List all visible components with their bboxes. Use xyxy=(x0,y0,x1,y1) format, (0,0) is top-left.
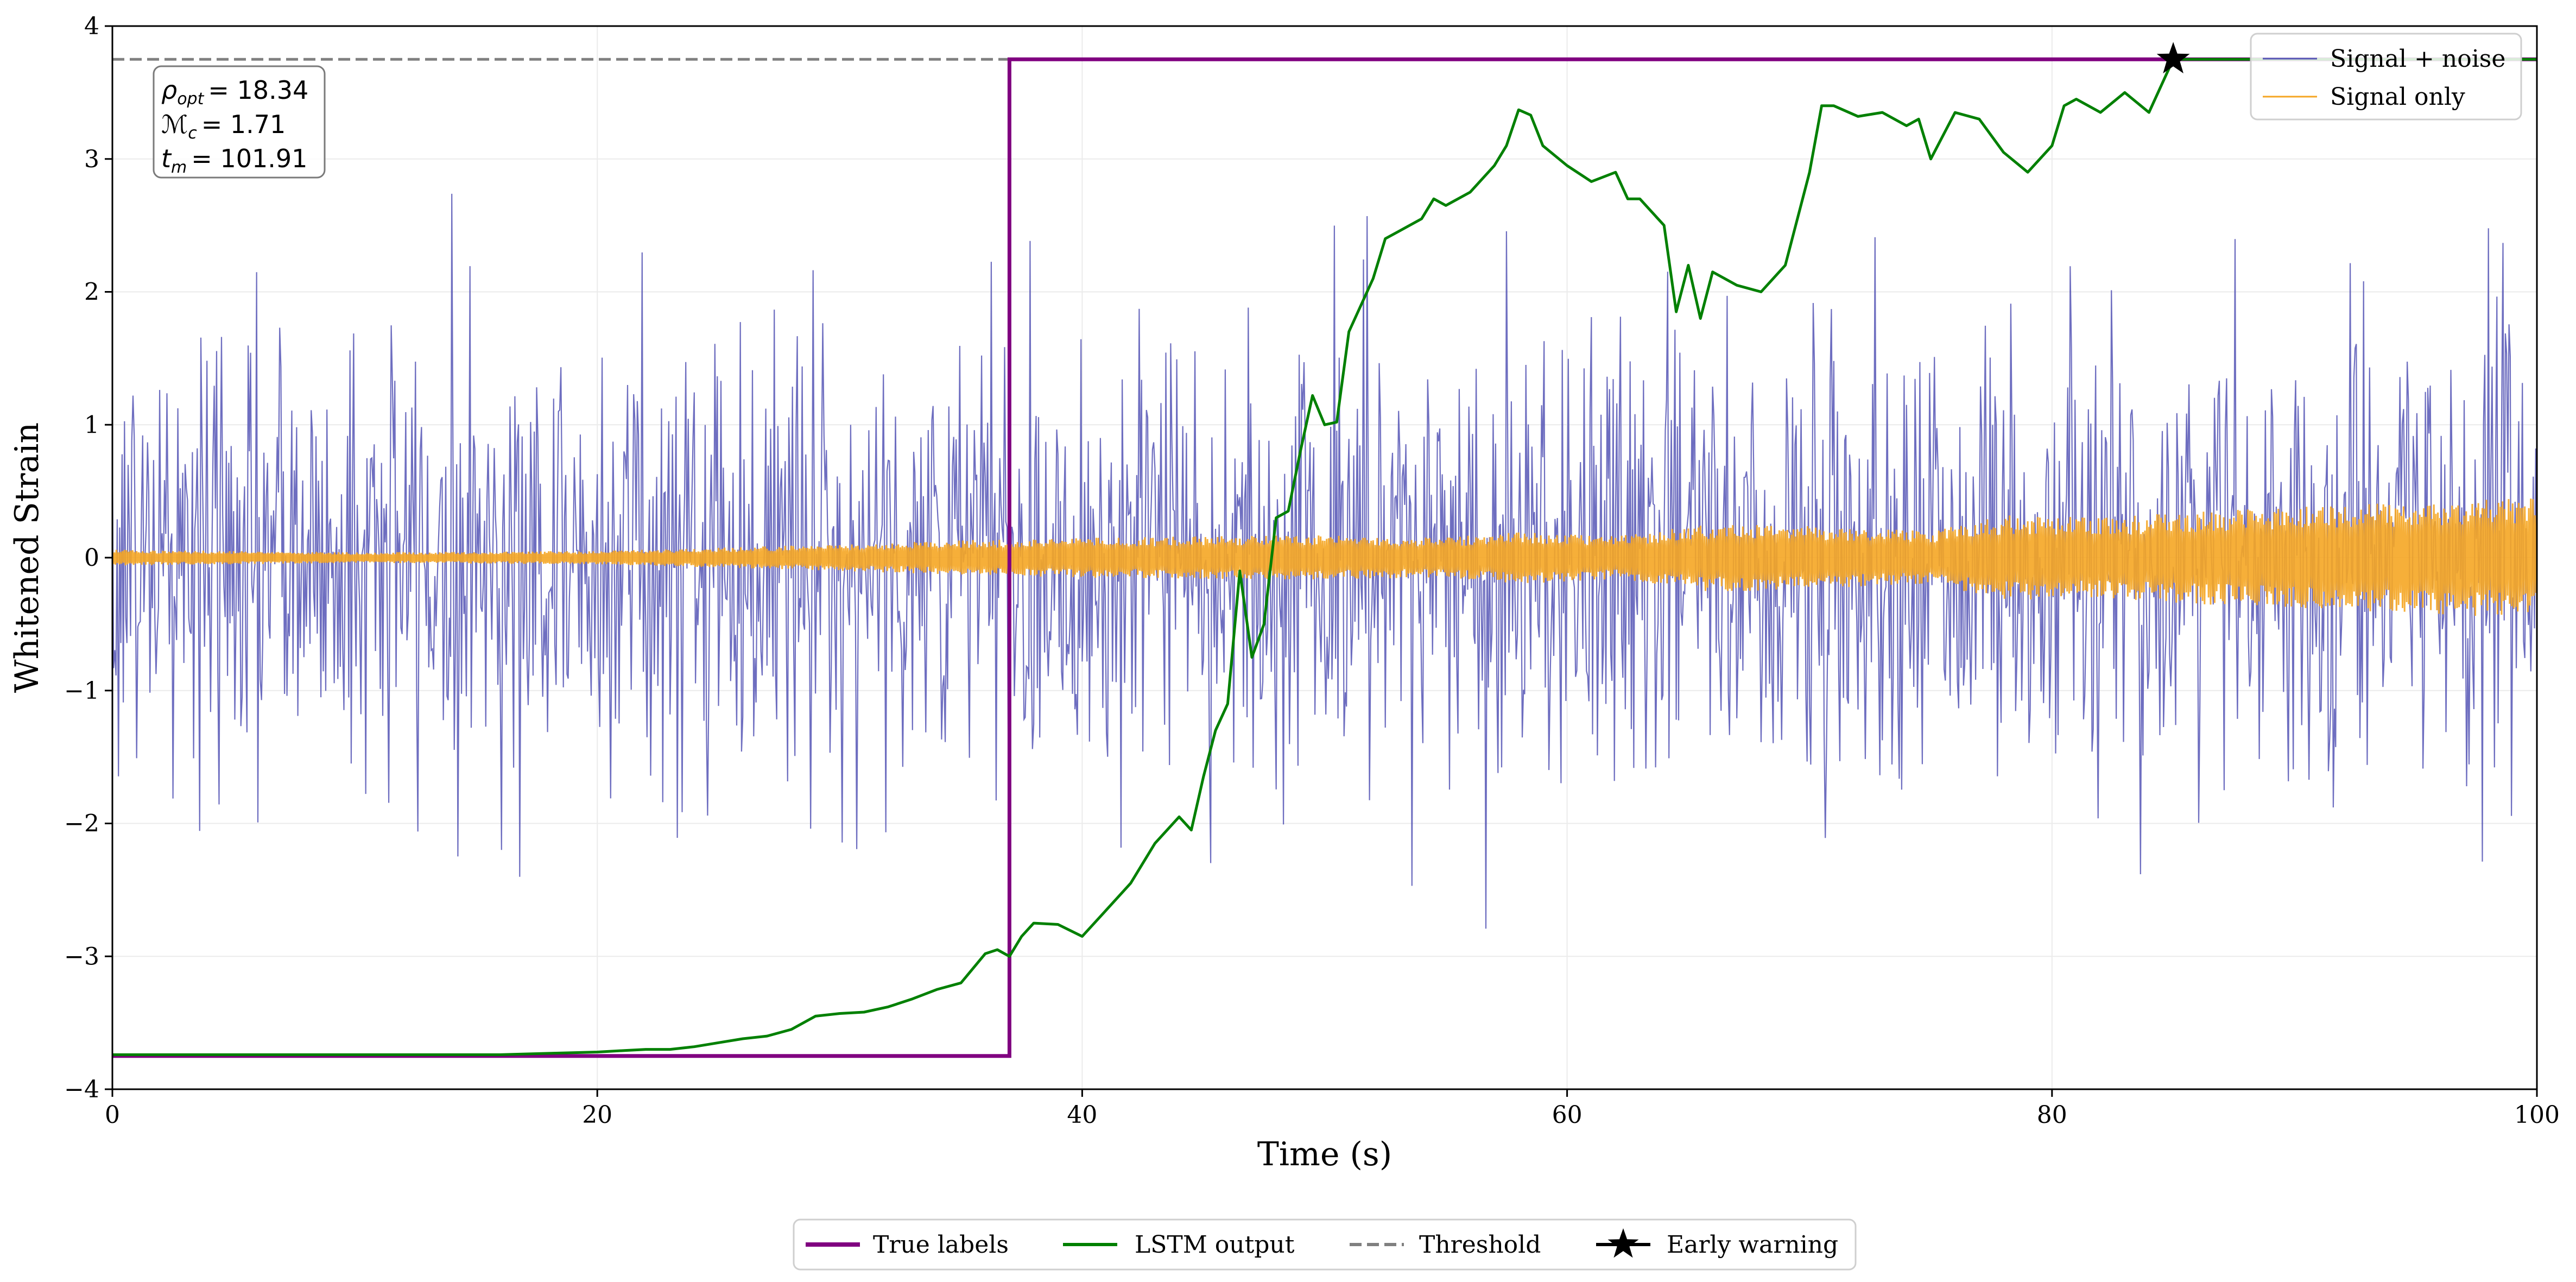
x-axis-label: Time (s) xyxy=(1257,1135,1392,1173)
annotation-subscript: c xyxy=(188,124,197,143)
annotation-symbol: ρ xyxy=(161,75,177,105)
lstm-output-line xyxy=(112,58,2537,1056)
annotation-value: = 1.71 xyxy=(201,110,286,139)
legend-lower: True labels LSTM output Threshold Early … xyxy=(793,1218,1857,1271)
y-axis-label: Whitened Strain xyxy=(8,422,46,693)
signal-only-line xyxy=(112,498,2537,616)
legend-label-true-labels: True labels xyxy=(873,1231,1009,1259)
y-tick-label: 0 xyxy=(84,544,99,572)
y-tick-label: −2 xyxy=(64,810,99,838)
legend-label-early-warning: Early warning xyxy=(1667,1231,1838,1259)
annotation-symbol: ℳ xyxy=(161,110,188,139)
y-tick-label: −3 xyxy=(64,943,99,970)
y-tick-label: 2 xyxy=(84,279,99,306)
y-tick-label: −1 xyxy=(64,677,99,705)
x-tick-label: 20 xyxy=(582,1101,612,1129)
star-icon xyxy=(1607,1228,1639,1258)
annotation-box xyxy=(153,65,326,179)
legend-upper: Signal + noise Signal only xyxy=(2250,33,2522,121)
x-tick-label: 80 xyxy=(2037,1101,2067,1129)
annotation-value: = 101.91 xyxy=(191,144,307,173)
x-tick-label: 0 xyxy=(105,1101,120,1129)
y-tick-label: −4 xyxy=(64,1076,99,1103)
plot-area xyxy=(112,57,2537,1058)
legend-label-threshold: Threshold xyxy=(1419,1231,1541,1259)
x-tick-label: 100 xyxy=(2514,1101,2560,1129)
x-tick-label: 40 xyxy=(1067,1101,1097,1129)
legend-label-signal-noise: Signal + noise xyxy=(2330,45,2505,73)
legend-label-signal-only: Signal only xyxy=(2330,83,2465,111)
y-tick-label: 1 xyxy=(84,411,99,439)
annotation-line-tm: tm = 101.91 xyxy=(161,144,307,177)
axis-ticks: 0 20 40 60 80 100 −4 −3 −2 −1 0 1 2 3 4 xyxy=(64,12,2560,1129)
legend-upper-box xyxy=(2250,33,2522,121)
legend-lower-box xyxy=(793,1218,1857,1271)
annotation-subscript: opt xyxy=(177,90,204,109)
parameter-annotation: ρopt = 18.34 ℳc = 1.71 tm = 101.91 xyxy=(153,65,326,179)
early-warning-marker xyxy=(2156,42,2190,74)
annotation-subscript: m xyxy=(171,158,187,177)
x-tick-label: 60 xyxy=(1552,1101,1583,1129)
y-tick-label: 3 xyxy=(84,146,99,173)
annotation-value: = 18.34 xyxy=(208,75,308,105)
signal-noise-line xyxy=(112,193,2537,929)
y-tick-label: 4 xyxy=(84,12,99,40)
annotation-symbol: t xyxy=(161,144,172,173)
true-labels-line xyxy=(112,57,2537,1058)
annotation-line-rho: ρopt = 18.34 xyxy=(161,75,308,109)
legend-label-lstm: LSTM output xyxy=(1135,1231,1295,1259)
annotation-line-mc: ℳc = 1.71 xyxy=(161,110,286,143)
